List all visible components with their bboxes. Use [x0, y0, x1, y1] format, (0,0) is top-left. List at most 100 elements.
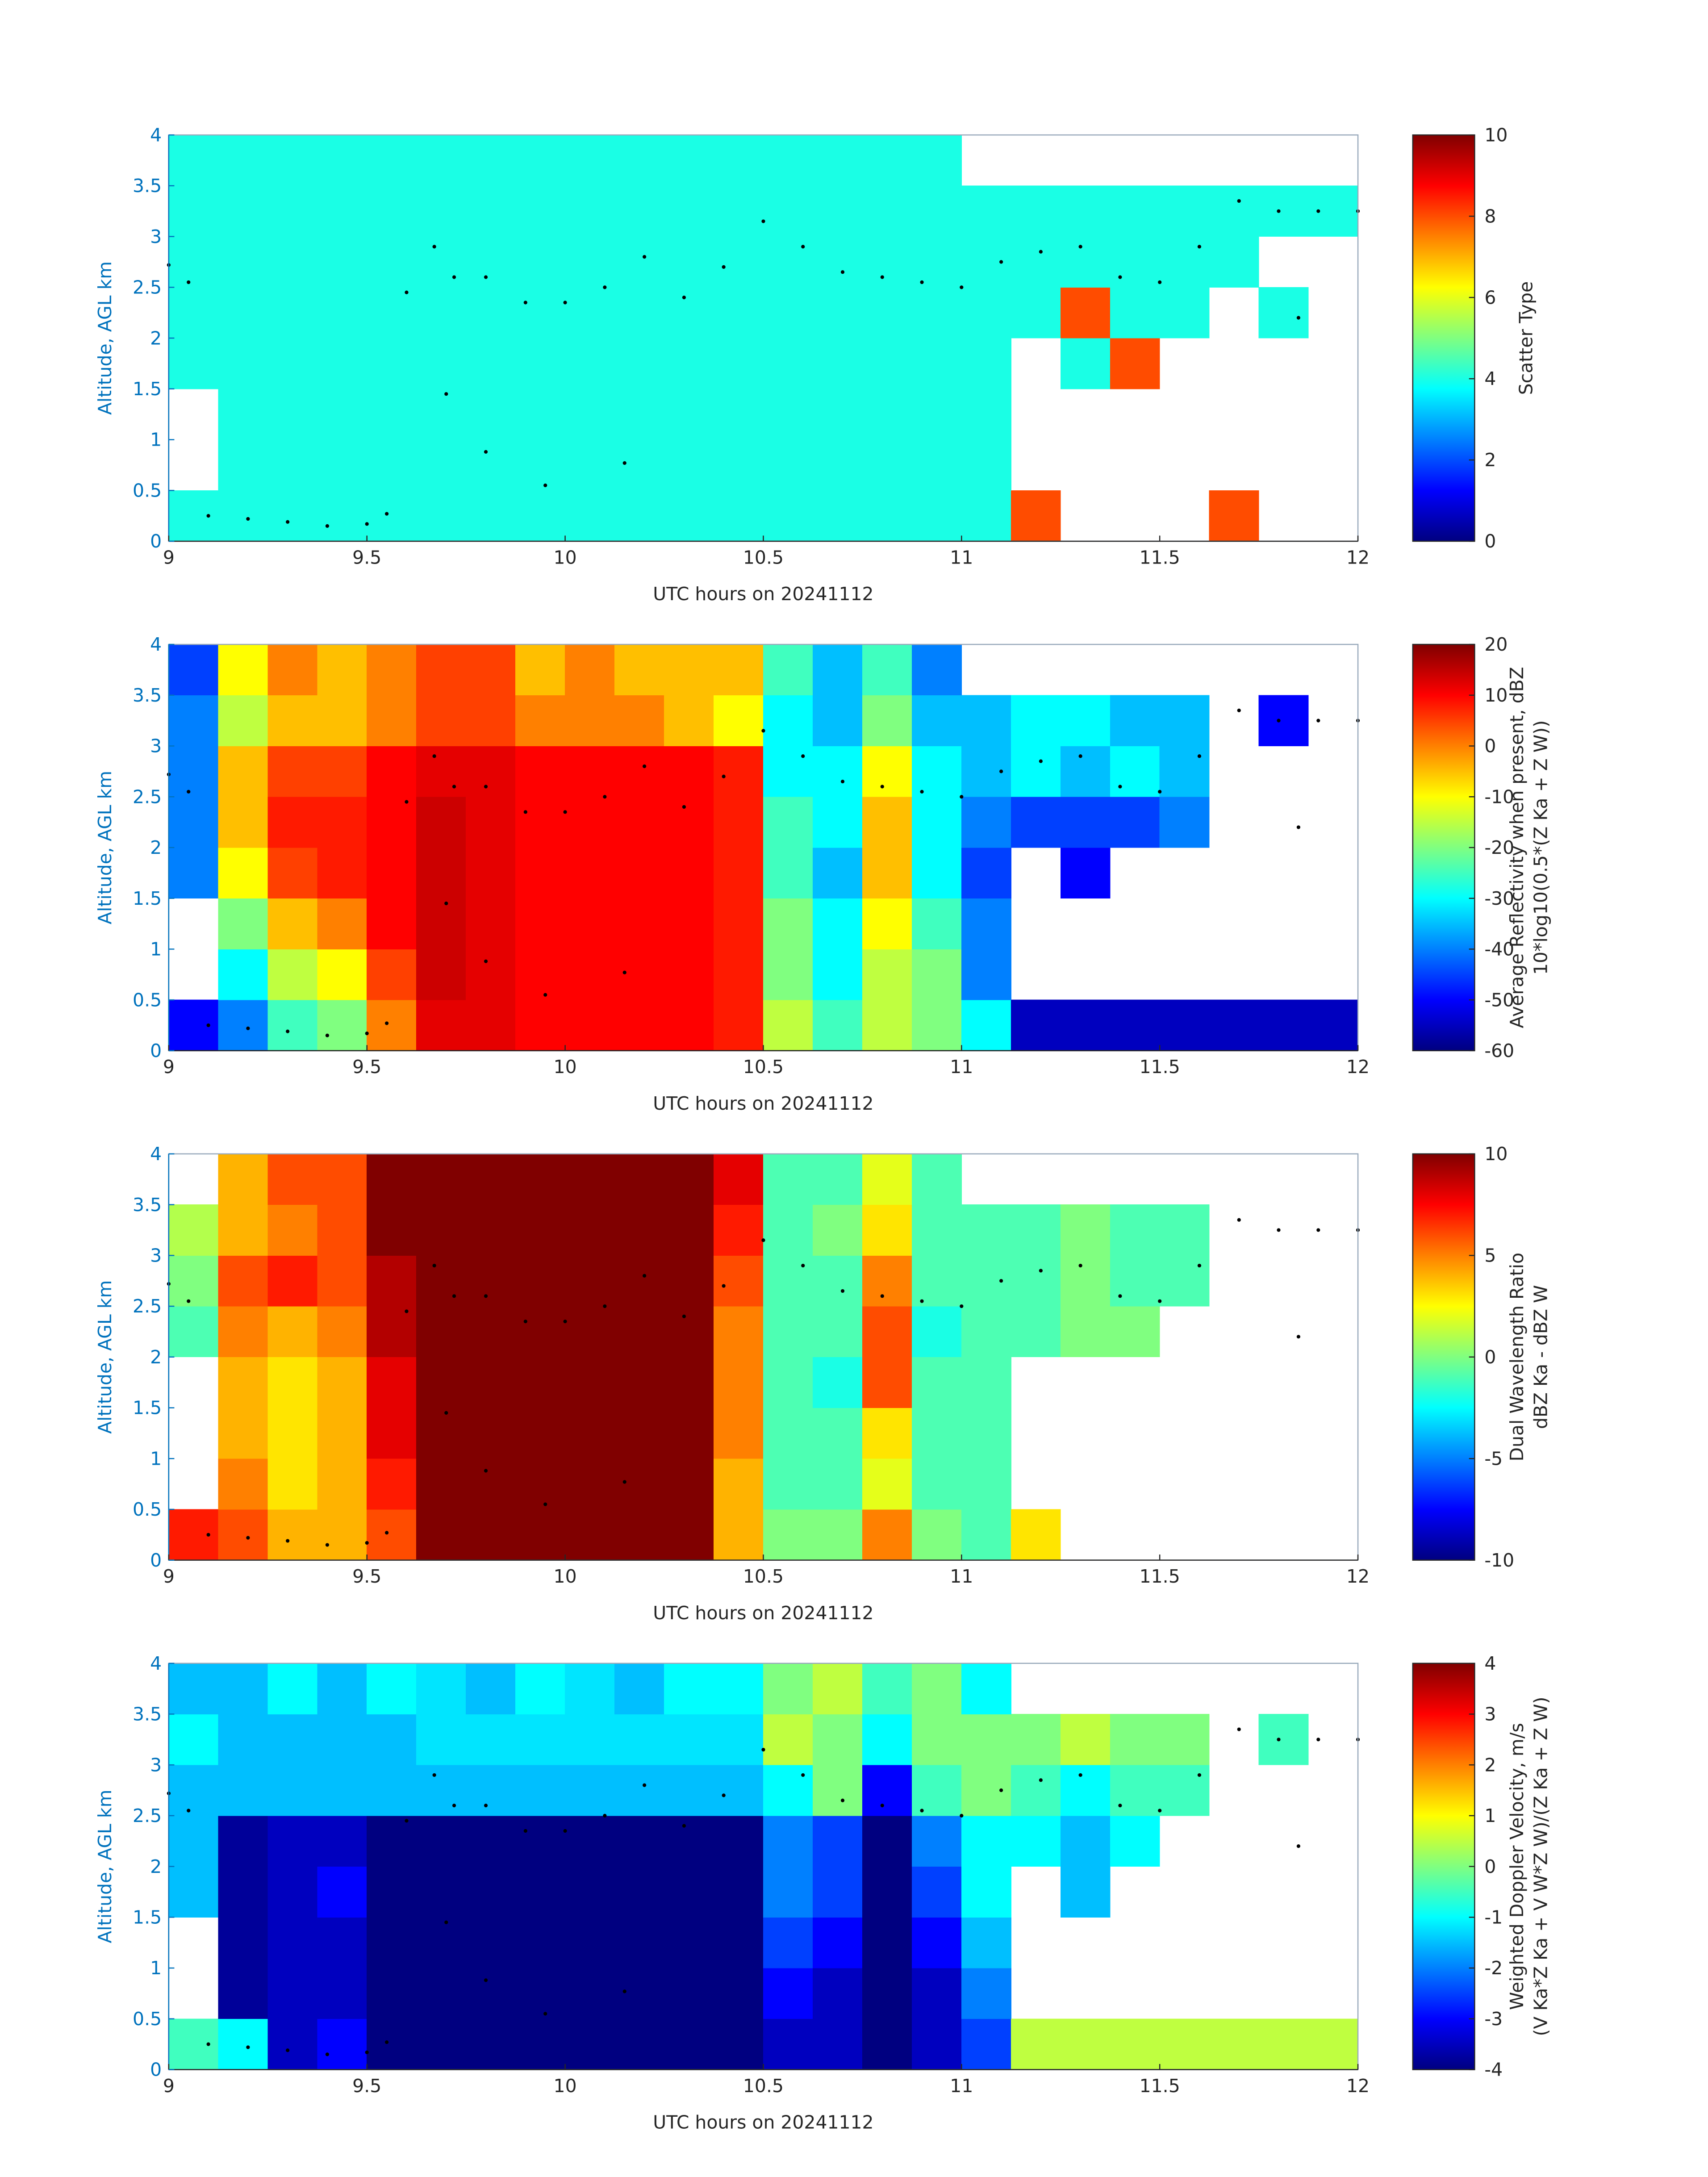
- heat-cell: [317, 1509, 367, 1561]
- heat-cell: [367, 1153, 417, 1205]
- heat-cell: [367, 644, 417, 696]
- heat-cell: [714, 439, 764, 491]
- colorbar-tick-label: 0: [1484, 1346, 1496, 1368]
- heat-cell: [168, 490, 219, 542]
- heat-cell: [763, 695, 813, 746]
- dot: [1296, 1335, 1300, 1339]
- dot: [1277, 719, 1281, 723]
- heat-cell: [1011, 796, 1061, 848]
- heat-cell: [1258, 185, 1309, 237]
- heat-cell: [1110, 1255, 1160, 1307]
- heat-cell: [168, 695, 219, 746]
- heat-cell: [168, 134, 219, 186]
- heat-cell: [911, 389, 962, 440]
- heat-cell: [862, 898, 912, 949]
- heat-cell: [218, 236, 268, 288]
- heat-cell: [565, 439, 615, 491]
- heat-cell: [911, 796, 962, 848]
- heat-cell: [614, 236, 664, 288]
- dot: [246, 517, 250, 521]
- heat-cell: [168, 1509, 219, 1561]
- heat-cell: [218, 185, 268, 237]
- heat-cell: [218, 1509, 268, 1561]
- dot: [385, 1021, 389, 1025]
- heat-cell: [1011, 1509, 1061, 1561]
- heat-cell: [267, 949, 318, 1000]
- heat-cell: [812, 1357, 863, 1408]
- heat-cell: [367, 949, 417, 1000]
- x-tick-label: 12: [1346, 1056, 1370, 1078]
- heat-cell: [218, 796, 268, 848]
- heat-cell: [317, 1153, 367, 1205]
- heat-cell: [664, 1968, 714, 2019]
- heat-cell: [267, 1458, 318, 1510]
- heat-cell: [862, 1153, 912, 1205]
- x-axis-label: UTC hours on 20241112: [653, 1093, 873, 1114]
- heat-cell: [714, 1306, 764, 1358]
- dot: [603, 285, 607, 289]
- dot: [444, 1920, 448, 1924]
- heat-cell: [961, 1306, 1011, 1358]
- dot: [444, 1411, 448, 1415]
- dot: [563, 1320, 567, 1324]
- heat-cell: [1258, 2018, 1309, 2070]
- heat-cell: [565, 338, 615, 389]
- heat-cell: [267, 746, 318, 797]
- heat-cell: [614, 1509, 664, 1561]
- heat-cell: [664, 490, 714, 542]
- dot: [206, 1023, 210, 1028]
- heat-cell: [416, 1764, 467, 1816]
- heat-cell: [367, 1663, 417, 1714]
- heat-cell: [1011, 1306, 1061, 1358]
- heat-cell: [812, 1204, 863, 1256]
- dot: [385, 512, 389, 516]
- dot: [405, 1819, 409, 1823]
- heat-cell: [812, 1713, 863, 1765]
- dot: [682, 296, 686, 300]
- heat-cell: [218, 389, 268, 440]
- heat-cell: [466, 1357, 516, 1408]
- heat-cell: [168, 1663, 219, 1714]
- dot: [1039, 250, 1043, 254]
- heat-cell: [763, 134, 813, 186]
- heat-cell: [267, 1509, 318, 1561]
- dot: [452, 1804, 456, 1808]
- heat-cell: [317, 1713, 367, 1765]
- heat-cell: [317, 1458, 367, 1510]
- heat-cell: [416, 185, 467, 237]
- heat-cell: [267, 2018, 318, 2070]
- heat-cell: [565, 1458, 615, 1510]
- heat-cell: [714, 1408, 764, 1459]
- dot: [365, 522, 369, 526]
- dot: [1197, 754, 1202, 758]
- heat-cell: [812, 490, 863, 542]
- dot: [325, 1543, 330, 1547]
- colorbar-tick-label: 6: [1484, 287, 1496, 308]
- heat-cell: [416, 1357, 467, 1408]
- heat-cell: [1258, 1713, 1309, 1765]
- heat-cell: [515, 949, 566, 1000]
- heat-cell: [1110, 746, 1160, 797]
- heat-cell: [763, 999, 813, 1051]
- heat-cell: [714, 2018, 764, 2070]
- heat-cell: [812, 1153, 863, 1205]
- dot: [286, 1539, 290, 1543]
- heat-cell: [911, 134, 962, 186]
- heat-cell: [614, 796, 664, 848]
- dot: [385, 2040, 389, 2044]
- colorbar-label: Dual Wavelength Ratio: [1506, 1253, 1528, 1462]
- dot: [1118, 1294, 1122, 1298]
- dot: [960, 795, 964, 799]
- heat-cell: [367, 2018, 417, 2070]
- heat-cell: [466, 1764, 516, 1816]
- heat-cell: [1011, 1764, 1061, 1816]
- dot: [405, 800, 409, 804]
- heat-cell: [317, 1408, 367, 1459]
- heat-cell: [168, 1204, 219, 1256]
- heat-cell: [862, 1663, 912, 1714]
- heat-cell: [367, 338, 417, 389]
- heat-cell: [367, 1458, 417, 1510]
- heat-cell: [664, 1866, 714, 1918]
- dot: [880, 785, 884, 789]
- heat-cell: [565, 1968, 615, 2019]
